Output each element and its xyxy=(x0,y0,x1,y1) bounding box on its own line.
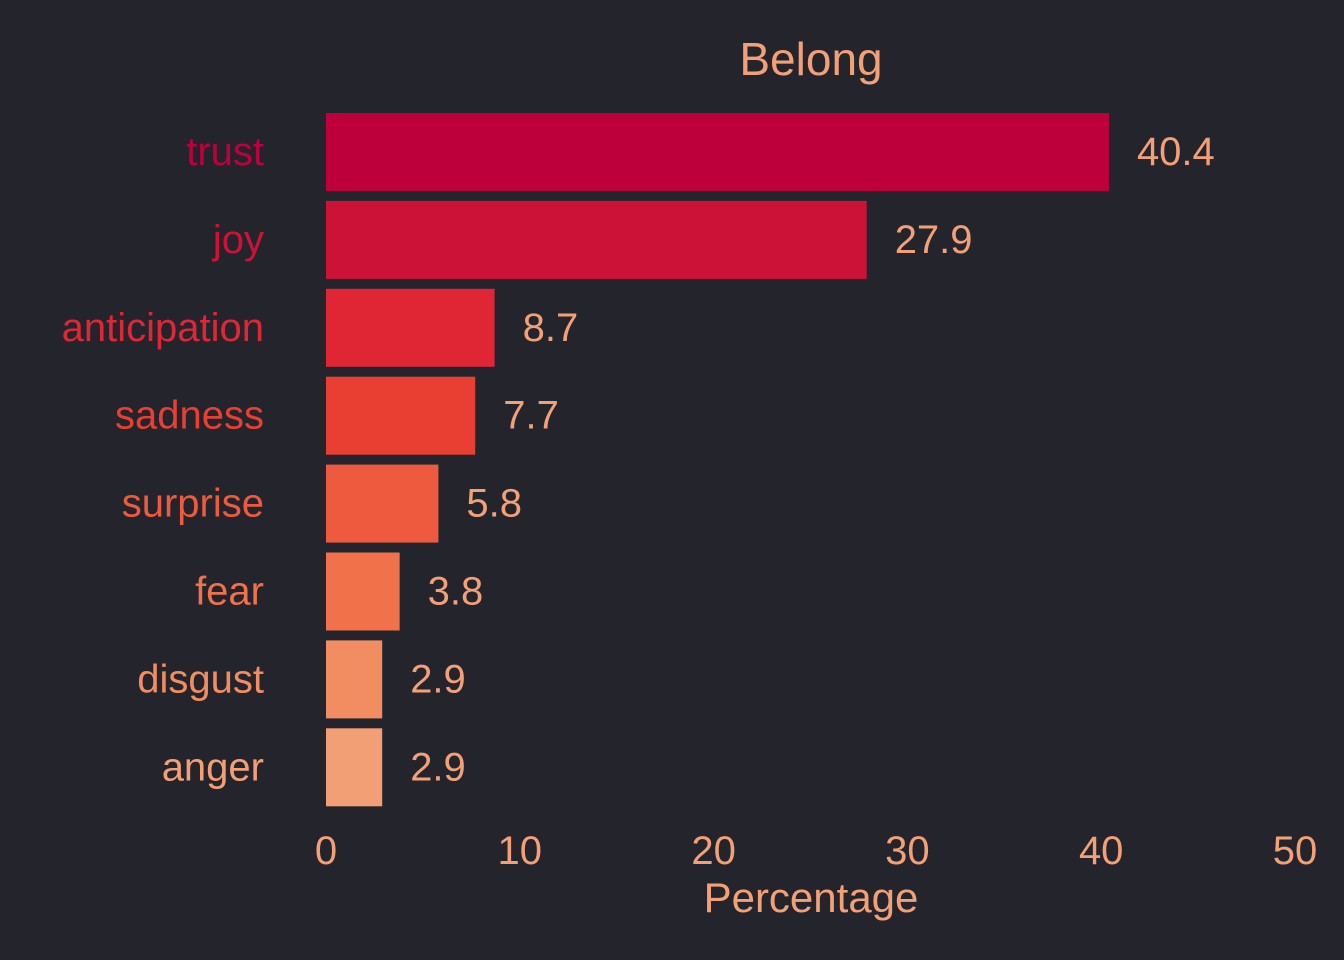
bar-disgust xyxy=(326,640,383,719)
value-label-fear: 3.8 xyxy=(428,570,484,614)
bar-anger xyxy=(326,728,383,807)
bar-surprise xyxy=(326,464,439,543)
category-label-trust: trust xyxy=(186,130,264,174)
x-tick-label-30: 30 xyxy=(885,829,930,873)
value-label-joy: 27.9 xyxy=(895,218,973,262)
x-axis-label: Percentage xyxy=(704,874,919,921)
category-label-joy: joy xyxy=(212,218,264,262)
bars-layer xyxy=(326,113,1109,807)
bar-joy xyxy=(326,200,867,279)
x-axis: 0 10 20 30 40 50 xyxy=(315,829,1317,873)
x-tick-label-0: 0 xyxy=(315,829,337,873)
chart-title: Belong xyxy=(739,33,882,85)
category-label-disgust: disgust xyxy=(137,657,264,701)
bar-fear xyxy=(326,552,400,631)
value-label-anger: 2.9 xyxy=(410,745,466,789)
bar-sadness xyxy=(326,376,476,455)
value-label-disgust: 2.9 xyxy=(410,657,466,701)
x-tick-label-20: 20 xyxy=(691,829,736,873)
category-label-fear: fear xyxy=(195,570,264,614)
value-label-anticipation: 8.7 xyxy=(523,306,579,350)
category-label-anticipation: anticipation xyxy=(62,306,264,350)
value-labels: 40.4 27.9 8.7 7.7 5.8 3.8 2.9 2.9 xyxy=(410,130,1215,789)
category-label-surprise: surprise xyxy=(122,482,264,526)
category-labels: trust joy anticipation sadness surprise fear d… xyxy=(62,130,264,789)
category-label-sadness: sadness xyxy=(115,394,264,438)
x-tick-label-50: 50 xyxy=(1273,829,1318,873)
x-tick-label-10: 10 xyxy=(498,829,543,873)
bar-trust xyxy=(326,113,1109,191)
x-tick-label-40: 40 xyxy=(1079,829,1124,873)
value-label-trust: 40.4 xyxy=(1137,130,1215,174)
category-label-anger: anger xyxy=(162,745,264,789)
bar-anticipation xyxy=(326,288,495,367)
value-label-surprise: 5.8 xyxy=(466,482,522,526)
value-label-sadness: 7.7 xyxy=(503,394,559,438)
